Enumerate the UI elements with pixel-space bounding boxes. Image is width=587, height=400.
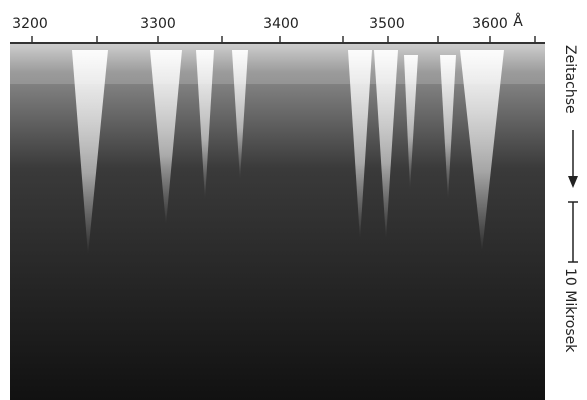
tick-label: 3400 [263, 16, 299, 32]
unit-label: Å [513, 13, 523, 30]
tick-label: 3200 [12, 16, 48, 32]
tick-marks [32, 36, 535, 43]
time-axis: Zeitachse 10 Mikrosek [562, 45, 578, 353]
scale-label: 10 Mikrosek [562, 268, 578, 353]
axis: 3200 3300 3400 3500 3600 Å [10, 13, 545, 43]
spectrogram [10, 44, 545, 400]
arrow-head [568, 176, 578, 188]
tick-label: 3600 [472, 16, 508, 32]
time-axis-label: Zeitachse [562, 45, 578, 114]
figure: 3200 3300 3400 3500 3600 Å Z [0, 0, 587, 400]
tick-label: 3500 [369, 16, 405, 32]
tick-label: 3300 [140, 16, 176, 32]
